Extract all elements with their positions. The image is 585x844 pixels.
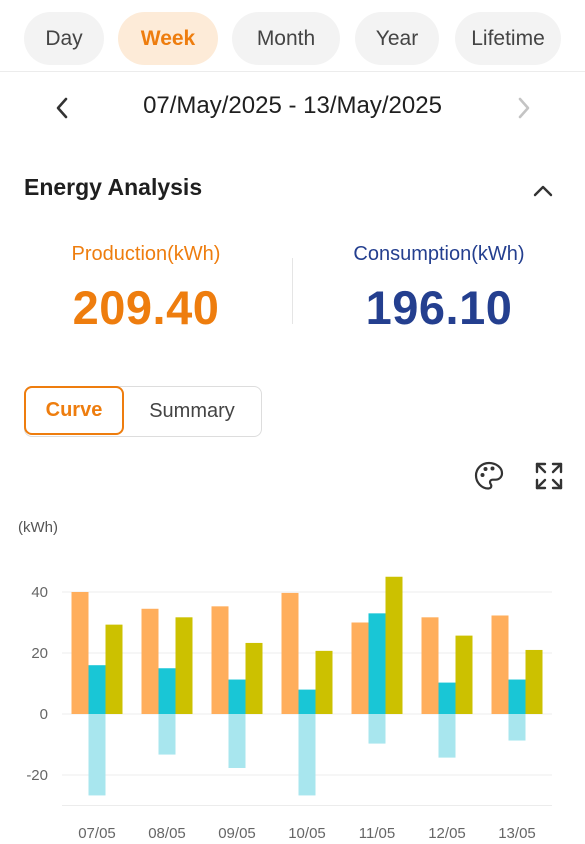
- x-tick-label: 13/05: [498, 825, 536, 842]
- bar: [281, 592, 299, 714]
- x-tick-label: 10/05: [288, 825, 326, 842]
- bar: [525, 649, 543, 714]
- x-tick-label: 08/05: [148, 825, 186, 842]
- bar: [298, 689, 316, 714]
- summary-button[interactable]: Summary: [149, 400, 235, 422]
- bar: [245, 642, 263, 714]
- consumption-label: Consumption(kWh): [353, 243, 525, 265]
- production-label: Production(kWh): [71, 243, 221, 265]
- tab-year[interactable]: Year: [355, 12, 439, 65]
- bar: [455, 635, 473, 714]
- tab-day[interactable]: Day: [24, 12, 104, 65]
- bar: [385, 576, 403, 714]
- bar: [158, 668, 176, 714]
- bar: [421, 617, 439, 714]
- bar: [368, 613, 386, 714]
- bar: [105, 624, 123, 714]
- palette-icon[interactable]: [471, 458, 507, 494]
- bar: [438, 682, 456, 714]
- chevron-left-icon[interactable]: [44, 90, 80, 126]
- section-title: Energy Analysis: [24, 174, 203, 200]
- bar: [315, 650, 333, 714]
- y-axis-unit: (kWh): [18, 519, 58, 536]
- bar-negative: [508, 714, 526, 741]
- x-tick-label: 12/05: [428, 825, 466, 842]
- period-tabs: Day Week Month Year Lifetime: [0, 0, 585, 72]
- x-tick-label: 07/05: [78, 825, 116, 842]
- tab-lifetime[interactable]: Lifetime: [455, 12, 561, 65]
- bar-negative: [368, 714, 386, 744]
- energy-bar-chart: (kWh) 40 20 0 -20 07/05 08/05 09/05 10/05 11/05 1…: [18, 519, 552, 842]
- chevron-up-icon[interactable]: [526, 174, 560, 208]
- view-toggle: Curve Summary: [24, 386, 262, 437]
- tab-month[interactable]: Month: [232, 12, 340, 65]
- curve-button[interactable]: Curve: [24, 386, 124, 435]
- bar-negative: [158, 714, 176, 755]
- production-value: 209.40: [72, 281, 220, 334]
- tab-week[interactable]: Week: [118, 12, 218, 65]
- fullscreen-icon[interactable]: [531, 458, 567, 494]
- y-tick-label: 40: [31, 584, 48, 601]
- date-navigation: 07/May/2025 - 13/May/2025: [0, 78, 585, 138]
- production-stat: Production(kWh) 209.40: [0, 243, 292, 335]
- date-range: 07/May/2025 - 13/May/2025: [143, 92, 442, 119]
- bar: [211, 606, 229, 714]
- y-tick-label: -20: [26, 767, 48, 784]
- bar: [71, 592, 89, 714]
- bar: [351, 622, 369, 714]
- chevron-right-icon[interactable]: [506, 90, 542, 126]
- x-tick-label: 09/05: [218, 825, 256, 842]
- bar: [88, 665, 106, 714]
- bar: [491, 615, 509, 714]
- y-tick-label: 0: [40, 706, 48, 723]
- consumption-value: 196.10: [365, 281, 513, 334]
- consumption-stat: Consumption(kWh) 196.10: [293, 243, 585, 335]
- bar: [141, 608, 159, 714]
- y-tick-label: 20: [31, 645, 48, 662]
- stat-divider: [292, 258, 293, 324]
- bar-negative: [88, 714, 106, 796]
- bar: [175, 617, 193, 714]
- bar: [508, 679, 526, 714]
- bar-negative: [298, 714, 316, 796]
- energy-chart: (kWh) 40 20 0 -20 07/05 08/05 09/05 10/05 11/05 1…: [0, 510, 585, 844]
- bar-negative: [438, 714, 456, 758]
- bar: [228, 679, 246, 714]
- x-tick-label: 11/05: [359, 825, 395, 842]
- bar-negative: [228, 714, 246, 768]
